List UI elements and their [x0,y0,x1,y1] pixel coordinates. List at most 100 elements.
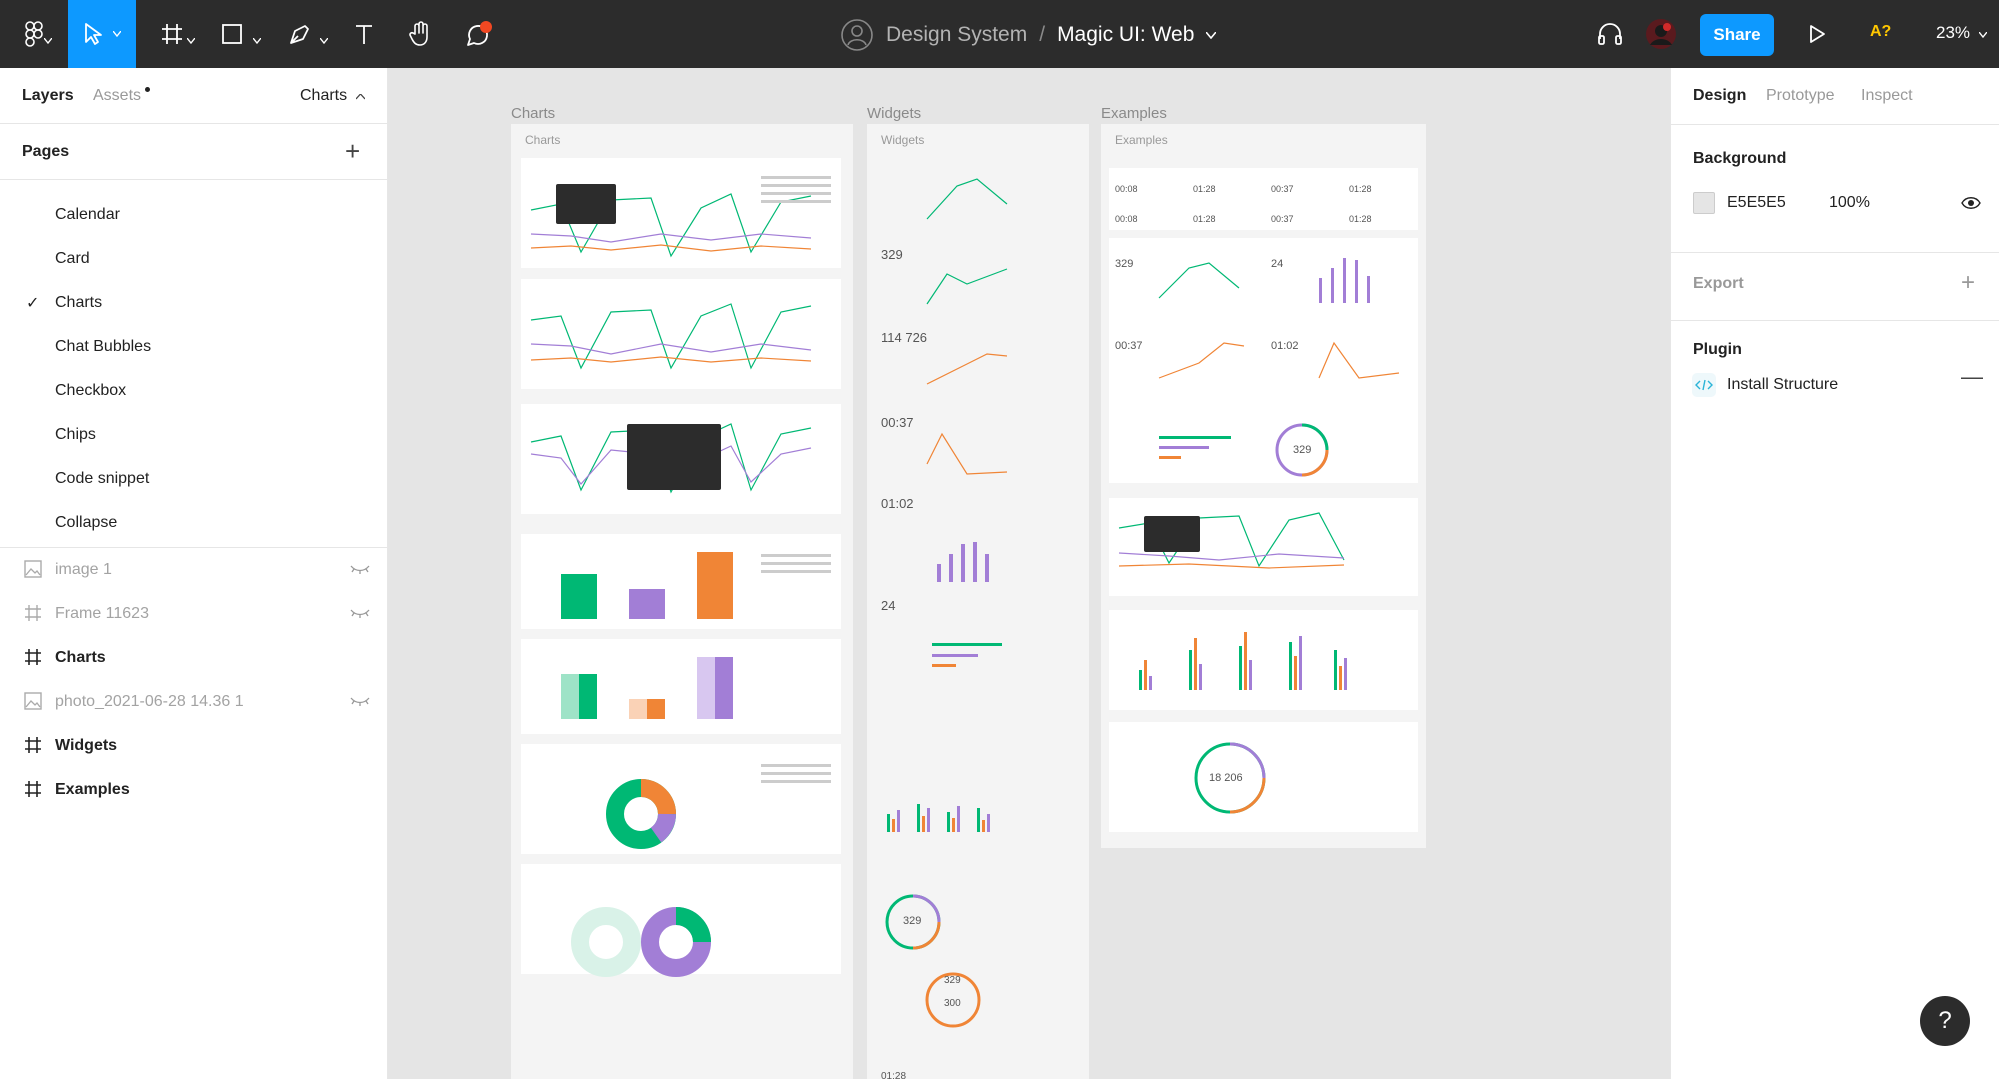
frame-icon [25,649,41,665]
current-page-dropdown[interactable]: Charts [300,87,366,105]
assets-update-dot [145,87,150,92]
frame-inner-title: Widgets [881,133,925,147]
pages-divider[interactable] [0,547,388,548]
breadcrumb-separator: / [1039,23,1046,46]
page-item-chat-bubbles[interactable]: Chat Bubbles [0,325,388,369]
frame-icon [25,781,41,797]
figma-menu-icon[interactable] [14,0,54,68]
plugin-title: Plugin [1693,341,1742,358]
frame-tool-icon[interactable] [152,0,192,68]
page-item-checkbox[interactable]: Checkbox [0,369,388,413]
charts-frame-content [521,158,841,977]
file-name[interactable]: Magic UI: Web [1057,23,1195,46]
frame-examples[interactable]: Examples 00:08 01:28 00:37 01:28 00:08 0… [1101,124,1426,848]
shape-tool-icon[interactable] [212,0,252,68]
layer-item-photo[interactable]: photo_2021-06-28 14.36 1 [0,680,388,724]
panel-tabs: Layers Assets Charts [0,68,388,124]
page-item-charts[interactable]: ✓ Charts [0,281,388,325]
missing-fonts-indicator[interactable]: A? [1870,23,1892,40]
example-value: 00:08 [1115,214,1138,224]
page-item-calendar[interactable]: Calendar [0,193,388,237]
chevron-down-icon [1978,31,1988,39]
play-icon[interactable] [1800,0,1834,68]
pen-tool-icon[interactable] [280,0,320,68]
example-value: 01:02 [1271,340,1299,352]
background-section: Background [1671,124,1999,252]
example-card-stats [1109,168,1418,230]
tab-layers[interactable]: Layers [22,87,74,104]
chevron-up-icon [355,93,366,100]
page-item-label: Chips [55,426,96,443]
example-bar-chart-graphics [1139,632,1347,690]
background-color-swatch[interactable] [1693,192,1715,214]
comment-tool-icon[interactable] [456,0,500,68]
export-section: Export + [1671,252,1999,320]
chevron-down-icon[interactable] [43,31,53,49]
page-item-card[interactable]: Card [0,237,388,281]
layer-item-charts[interactable]: Charts [0,636,388,680]
layer-item-label: Frame 11623 [55,605,149,622]
page-item-collapse[interactable]: Collapse [0,501,388,545]
page-item-label: Checkbox [55,382,127,399]
eye-closed-icon[interactable] [350,564,370,574]
help-button[interactable]: ? [1920,996,1970,1046]
pages-header: Pages + [0,124,388,180]
tab-inspect[interactable]: Inspect [1861,87,1913,104]
zoom-dropdown[interactable]: 23% [1936,23,1988,43]
eye-closed-icon[interactable] [350,696,370,706]
chevron-down-icon[interactable] [186,31,196,49]
move-tool-icon [85,23,102,45]
tab-prototype[interactable]: Prototype [1766,87,1835,104]
example-value: 00:37 [1271,214,1294,224]
frame-label-examples[interactable]: Examples [1101,105,1167,122]
left-panel: Layers Assets Charts Pages + Calendar Ca… [0,68,388,1079]
user-avatar[interactable] [1643,0,1679,68]
example-value: 329 [1115,258,1134,270]
frame-charts[interactable]: Charts [511,124,853,1079]
move-tool-button[interactable] [68,0,136,68]
audio-headphones-icon[interactable] [1592,0,1628,68]
plugin-item-install-structure[interactable]: Install Structure [1727,376,1839,393]
page-item-label: Charts [55,294,103,311]
eye-icon[interactable] [1961,196,1981,210]
tab-design[interactable]: Design [1693,87,1747,104]
example-card-bar-chart [1109,610,1418,710]
widget-value: 01:02 [881,496,914,511]
share-button[interactable]: Share [1700,14,1774,56]
text-tool-icon[interactable] [344,0,384,68]
layer-item-examples[interactable]: Examples [0,768,388,812]
page-item-code-snippet[interactable]: Code snippet [0,457,388,501]
example-value: 24 [1271,258,1284,270]
example-value: 00:37 [1115,340,1143,352]
layer-item-widgets[interactable]: Widgets [0,724,388,768]
widget-value: 329 [903,915,922,927]
right-panel: Design Prototype Inspect Background E5E5… [1670,68,1999,1079]
layer-item-label: image 1 [55,561,112,578]
project-name-link[interactable]: Design System [886,23,1028,46]
design-canvas[interactable]: Charts Charts [388,68,1670,1079]
add-export-icon[interactable]: + [1961,269,1976,296]
team-avatar-icon[interactable] [840,18,874,52]
background-opacity-input[interactable]: 100% [1829,194,1870,211]
page-item-chips[interactable]: Chips [0,413,388,457]
example-line-chart-graphics [1118,512,1345,569]
export-title: Export [1693,275,1744,292]
hand-tool-icon[interactable] [400,0,440,68]
widget-value: 00:37 [881,415,914,430]
frame-label-charts[interactable]: Charts [511,105,556,122]
checkmark-icon: ✓ [26,295,40,312]
eye-closed-icon[interactable] [350,608,370,618]
layer-item-frame-11623[interactable]: Frame 11623 [0,592,388,636]
plugin-code-icon [1692,373,1716,397]
remove-plugin-icon[interactable]: — [1961,364,1983,389]
layer-item-image-1[interactable]: image 1 [0,548,388,592]
chevron-down-icon[interactable] [319,31,329,49]
chevron-down-icon[interactable] [252,31,262,49]
background-title: Background [1693,150,1787,167]
background-hex-input[interactable]: E5E5E5 [1727,194,1786,211]
chevron-down-icon[interactable] [1206,31,1217,39]
add-page-icon[interactable]: + [345,136,361,166]
frame-widgets[interactable]: Widgets 329 [867,124,1089,1079]
frame-label-widgets[interactable]: Widgets [867,105,922,122]
tab-assets[interactable]: Assets [93,87,142,104]
